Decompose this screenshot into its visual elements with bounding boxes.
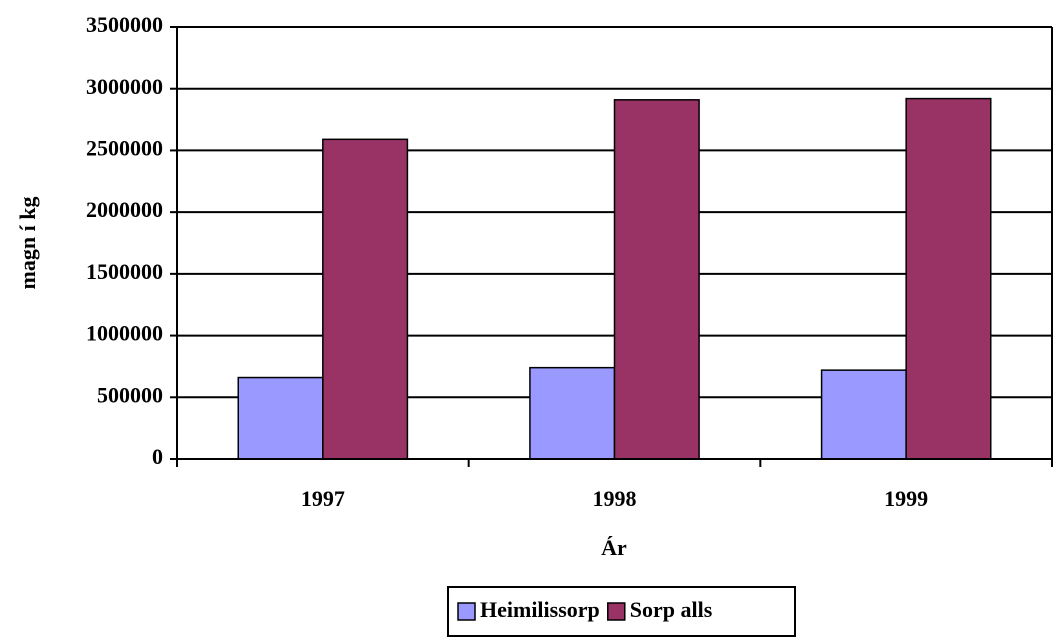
bar <box>820 369 907 460</box>
y-tick-label: 0 <box>152 444 163 469</box>
y-tick-label: 2500000 <box>86 135 163 160</box>
x-axis-title: Ár <box>601 535 627 560</box>
legend-swatch <box>607 602 626 621</box>
bar <box>529 366 616 460</box>
bar <box>613 99 700 460</box>
x-tick-label: 1999 <box>884 486 928 511</box>
y-tick-label: 2000000 <box>86 197 163 222</box>
legend-label: Heimilissorp <box>480 597 600 622</box>
legend-swatch <box>457 602 476 621</box>
y-tick-label: 1000000 <box>86 321 163 346</box>
x-tick-label: 1998 <box>593 486 637 511</box>
y-tick-label: 500000 <box>97 382 163 407</box>
y-tick-label: 3000000 <box>86 74 163 99</box>
x-tick-label: 1997 <box>301 486 345 511</box>
legend-label: Sorp alls <box>630 597 713 622</box>
bar <box>237 376 324 460</box>
y-tick-label: 1500000 <box>86 259 163 284</box>
bar <box>905 97 992 460</box>
y-tick-label: 3500000 <box>86 12 163 37</box>
y-axis-title: magn í kg <box>15 197 40 290</box>
bar <box>322 138 409 460</box>
